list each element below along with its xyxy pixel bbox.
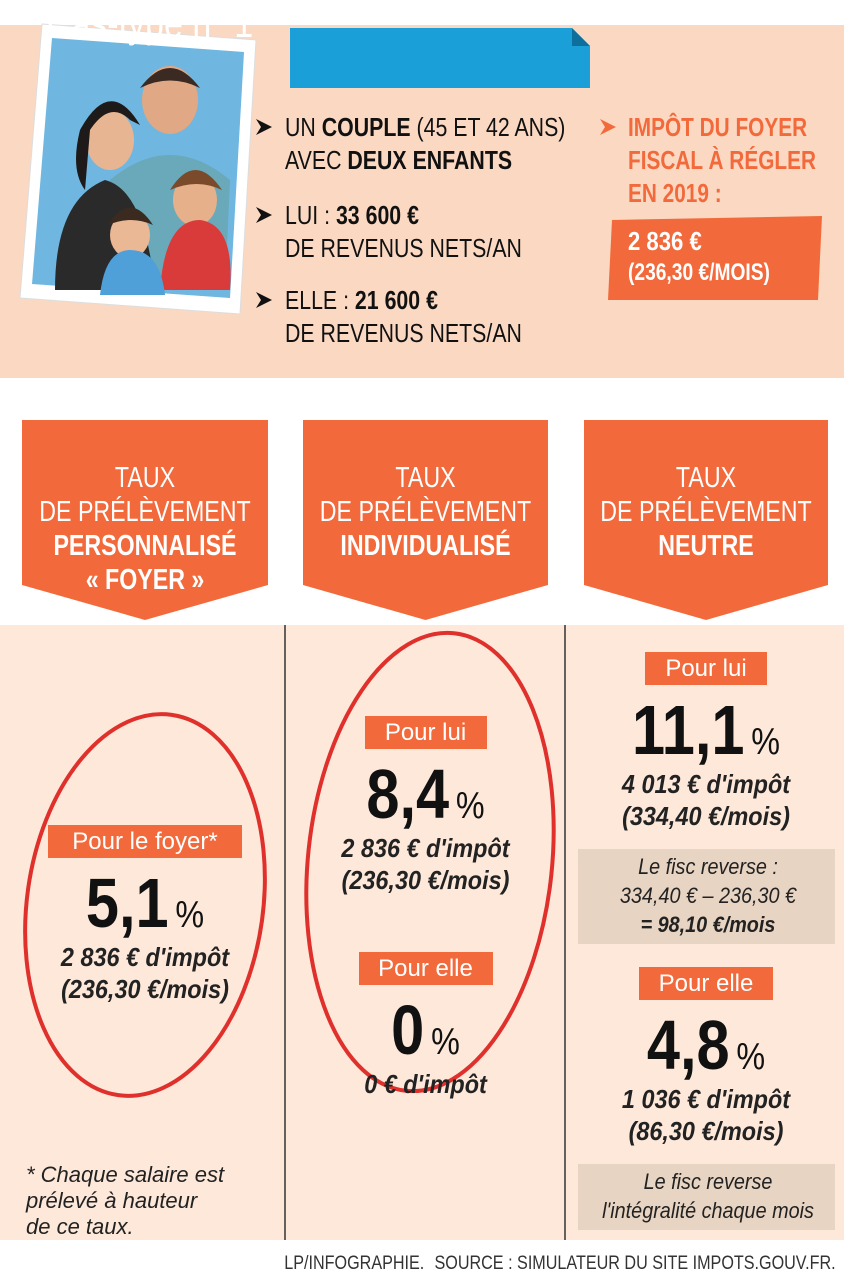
tax-box — [608, 216, 822, 300]
tax-monthly: (236,30 €/MOIS) — [628, 259, 770, 286]
arrow — [256, 292, 272, 308]
text: DE REVENUS NETS/AN — [285, 318, 522, 348]
text: (45 ET 42 ANS) — [410, 112, 566, 142]
rate-unit: % — [431, 1021, 460, 1063]
rate-unit: % — [455, 785, 485, 827]
tax-line: (236,30 €/mois) — [341, 865, 510, 896]
credit: LP/INFOGRAPHIE. — [284, 1253, 425, 1274]
rate: 4,8% — [602, 1003, 809, 1099]
tax-line: 2 836 € d'impôt — [60, 942, 230, 973]
tax-line: 0 € d'impôt — [364, 1069, 487, 1100]
rate-value: 5,1 — [85, 864, 169, 942]
tax-label: FISCAL À RÉGLER — [628, 145, 816, 175]
bold-text: DEUX ENFANTS — [347, 145, 513, 175]
bold-text: 21 600 € — [354, 285, 438, 315]
footer: LP/INFOGRAPHIE. SOURCE : SIMULATEUR DU SI… — [285, 1252, 836, 1276]
rate-value: 8,4 — [366, 755, 450, 833]
bullet-arrows — [256, 119, 616, 308]
tax-amount: 2 836 € — [628, 226, 702, 256]
arrow — [600, 119, 616, 135]
tag: Pour elle — [639, 967, 773, 1000]
tax-line: 1 036 € d'impôt — [621, 1084, 791, 1115]
rate: 5,1% — [40, 861, 249, 957]
header-line: TAUX — [395, 461, 456, 494]
bold-text: 33 600 € — [335, 200, 419, 230]
note-boxes — [578, 849, 835, 1230]
rate: 11,1% — [602, 688, 809, 784]
header-bold: INDIVIDUALISÉ — [340, 529, 511, 562]
rate-value: 4,8 — [646, 1006, 730, 1084]
tab-fold — [572, 28, 590, 46]
footnote: de ce taux. — [26, 1214, 134, 1239]
text: DE REVENUS NETS/AN — [285, 233, 522, 263]
tax-line: (86,30 €/mois) — [628, 1116, 784, 1147]
note-line: Le fisc reverse : — [638, 853, 778, 879]
text: UN — [285, 112, 322, 142]
note-box — [578, 1164, 835, 1230]
tax-line: 4 013 € d'impôt — [621, 769, 791, 800]
highlight-circle — [23, 712, 267, 1098]
header-line: DE PRÉLÈVEMENT — [319, 495, 532, 528]
bold-text: COUPLE — [321, 112, 411, 142]
rate-value: 11,1 — [631, 691, 745, 769]
tax-line: (334,40 €/mois) — [622, 801, 790, 832]
tag: Pour lui — [645, 652, 767, 685]
rate: 0% — [321, 988, 529, 1084]
bullet-line: DE REVENUS NETS/AN — [285, 233, 522, 263]
bullet-line: ELLE : 21 600 € — [285, 285, 438, 315]
header-line: TAUX — [114, 461, 176, 494]
text: ELLE : — [285, 285, 355, 315]
photo — [19, 23, 257, 315]
arrow — [256, 207, 272, 223]
tag: Pour elle — [358, 952, 493, 985]
tag: Pour le foyer* — [48, 825, 242, 858]
tax-line: 2 836 € d'impôt — [341, 833, 510, 864]
title-tab — [290, 28, 590, 88]
column-header-shape — [22, 420, 268, 620]
footnote: * Chaque salaire est — [26, 1162, 225, 1187]
header-line: DE PRÉLÈVEMENT — [600, 495, 812, 528]
footnote: prélevé à hauteur — [26, 1188, 198, 1213]
note-line: = 98,10 €/mois — [640, 911, 776, 937]
note-box — [578, 849, 835, 944]
text: AVEC — [285, 145, 348, 175]
header-line: TAUX — [675, 461, 737, 494]
column-header-shape — [584, 420, 828, 620]
rate: 8,4% — [321, 752, 529, 848]
highlight-circle — [304, 630, 556, 1094]
header-line: DE PRÉLÈVEMENT — [39, 495, 251, 528]
source: SOURCE : SIMULATEUR DU SITE IMPOTS.GOUV.… — [434, 1253, 836, 1274]
tax-label: IMPÔT DU FOYER — [628, 112, 808, 142]
note-line: Le fisc reverse — [643, 1168, 773, 1194]
rate-unit: % — [175, 894, 205, 936]
title: Cas-type n° 1 — [46, 2, 254, 46]
bullet-line: LUI : 33 600 € — [285, 200, 419, 230]
text: LUI : — [285, 200, 336, 230]
tag: Pour lui — [364, 716, 487, 749]
rate-unit: % — [751, 721, 781, 763]
note-line: 334,40 € – 236,30 € — [619, 882, 797, 908]
rate-value: 0 — [391, 991, 425, 1069]
header-bold: NEUTRE — [658, 529, 754, 562]
header-bold: « FOYER » — [85, 563, 205, 596]
note-line: l'intégralité chaque mois — [602, 1197, 814, 1223]
bullet-line: DE REVENUS NETS/AN — [285, 318, 522, 348]
tax-label: EN 2019 : — [628, 178, 722, 208]
column-header-shape — [303, 420, 548, 620]
bullet-line: UN COUPLE (45 ET 42 ANS) — [285, 112, 565, 142]
header-bold: PERSONNALISÉ — [53, 529, 237, 562]
rate-unit: % — [736, 1036, 766, 1078]
arrow — [256, 119, 272, 135]
bullet-line: AVEC DEUX ENFANTS — [285, 145, 512, 175]
tax-line: (236,30 €/mois) — [61, 974, 229, 1005]
column-headers — [22, 420, 828, 620]
